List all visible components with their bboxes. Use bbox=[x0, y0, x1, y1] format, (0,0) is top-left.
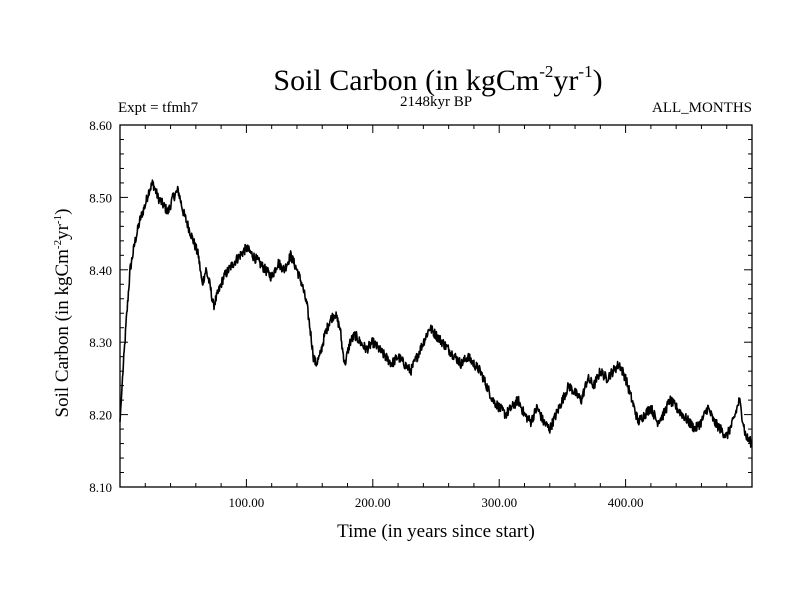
plot-frame bbox=[119, 124, 753, 488]
chart-title: Soil Carbon (in kgCm-2yr-1) bbox=[273, 62, 602, 97]
x-tick-label: 200.00 bbox=[355, 495, 391, 510]
y-tick-label: 8.60 bbox=[89, 118, 112, 133]
y-axis-label: Soil Carbon (in kgCm-2yr-1) bbox=[52, 209, 73, 418]
experiment-label: Expt = tfmh7 bbox=[118, 100, 199, 116]
y-tick-label: 8.20 bbox=[89, 408, 112, 423]
x-tick-label: 100.00 bbox=[229, 495, 265, 510]
series-group bbox=[119, 179, 753, 448]
axis-ticks: 100.00 200.00 300.00 400.00 8.10 8.20 8.30 8.40… bbox=[89, 118, 752, 510]
series-line bbox=[119, 179, 753, 448]
y-tick-label: 8.30 bbox=[89, 335, 112, 350]
y-tick-label: 8.10 bbox=[89, 480, 112, 495]
y-tick-label: 8.50 bbox=[89, 190, 112, 205]
period-label: 2148kyr BP bbox=[400, 94, 472, 110]
x-axis-label: Time (in years since start) bbox=[337, 521, 535, 542]
months-label: ALL_MONTHS bbox=[652, 100, 752, 116]
x-tick-label: 400.00 bbox=[608, 495, 644, 510]
y-tick-label: 8.40 bbox=[89, 263, 112, 278]
x-tick-label: 300.00 bbox=[481, 495, 517, 510]
